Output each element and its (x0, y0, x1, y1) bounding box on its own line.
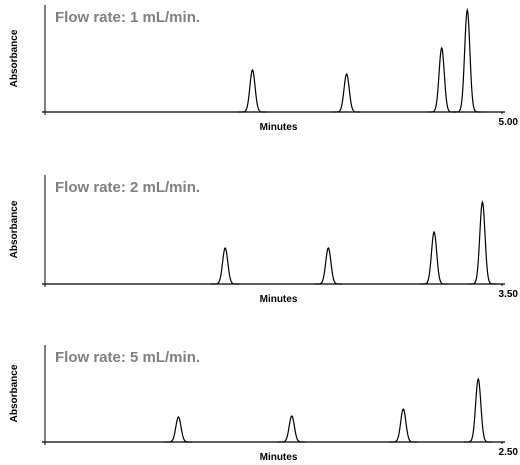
peak (468, 200, 497, 285)
peak (277, 415, 306, 443)
x-axis-label: Minutes (260, 452, 298, 463)
peak (464, 377, 493, 443)
x-tick-label: 5.00 (499, 117, 519, 128)
y-axis-label: Absorbance (9, 200, 20, 258)
peak (453, 7, 482, 113)
peak (427, 46, 456, 113)
peak (164, 416, 193, 443)
chart-title: Flow rate: 1 mL/min. (55, 9, 200, 26)
y-axis-label: Absorbance (9, 364, 20, 422)
x-tick-label: 2.50 (499, 447, 519, 458)
peak (211, 247, 240, 285)
peak (420, 230, 449, 285)
peak (332, 72, 361, 113)
x-tick-label: 3.50 (499, 289, 519, 300)
peak (238, 68, 267, 113)
x-axis-label: Minutes (260, 294, 298, 305)
y-axis-label: Absorbance (9, 29, 20, 87)
chart-title: Flow rate: 2 mL/min. (55, 179, 200, 196)
chart-title: Flow rate: 5 mL/min. (55, 349, 200, 366)
x-axis-label: Minutes (260, 122, 298, 133)
peak (389, 408, 418, 443)
peak (314, 247, 343, 285)
